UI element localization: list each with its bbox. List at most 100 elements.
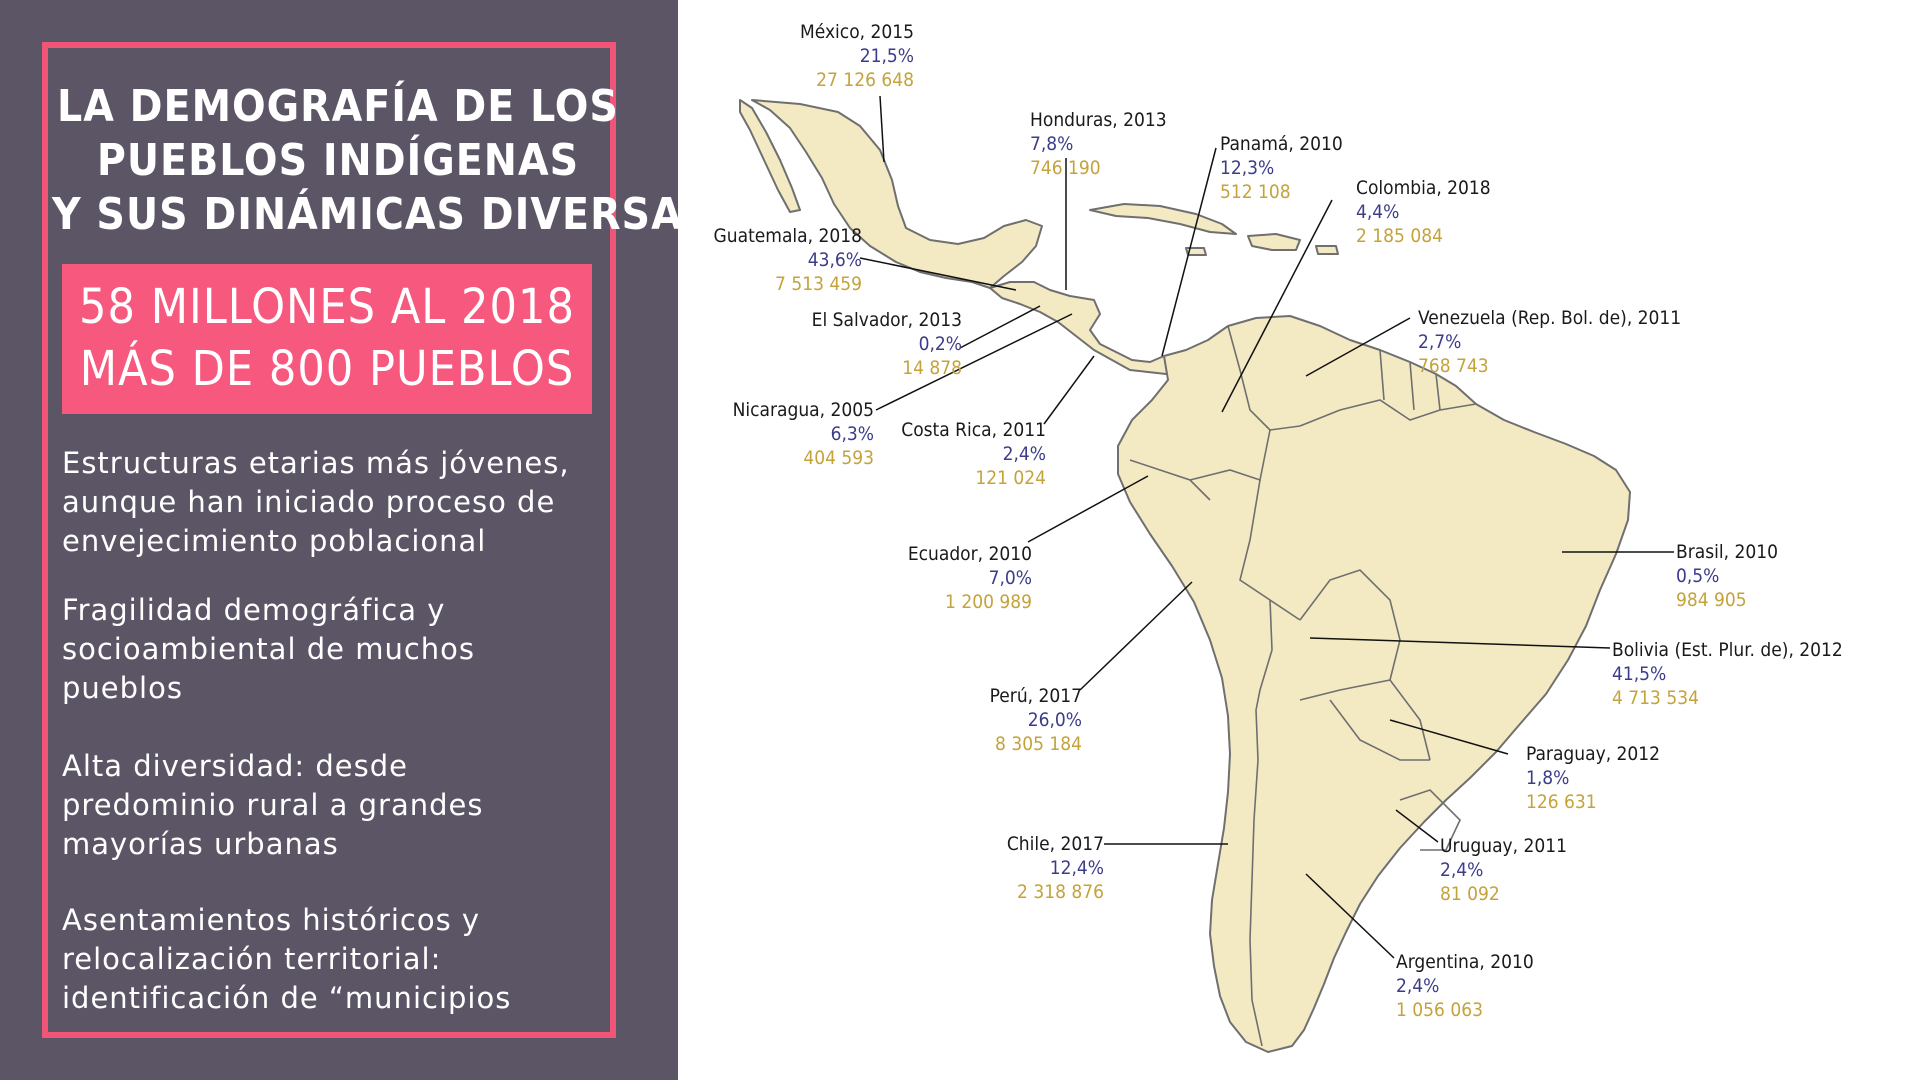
border-colombia-venezuela [1227, 325, 1301, 431]
bullet-line: mayorías urbanas [62, 827, 339, 861]
country-percent: 4,4% [1356, 201, 1400, 223]
bullet-line: envejecimiento poblacional [62, 524, 487, 558]
label-argentina: Argentina, 2010 2,4% 1 056 063 [1396, 950, 1534, 1022]
hispaniola-shape [1247, 233, 1301, 251]
border-peru-brazil [1239, 479, 1301, 621]
country-percent: 2,4% [1396, 975, 1440, 997]
border-uruguay [1399, 789, 1461, 851]
leader-ecuador [1027, 475, 1149, 543]
country-percent: 0,5% [1676, 565, 1720, 587]
country-percent: 21,5% [859, 45, 914, 67]
country-percent: 1,8% [1526, 767, 1570, 789]
country-percent: 6,3% [830, 423, 874, 445]
country-percent: 12,3% [1220, 157, 1275, 179]
label-costa-rica: Costa Rica, 2011 2,4% 121 024 [880, 418, 1046, 490]
border-paraguay-brazil [1389, 679, 1431, 761]
border-argentina-paraguay [1329, 699, 1430, 761]
bullet-line: Fragilidad demográfica y [62, 593, 446, 627]
country-population: 7 513 459 [775, 273, 862, 295]
border-ecuador-peru [1129, 459, 1211, 501]
leader-argentina [1305, 873, 1395, 959]
baja-california-shape [739, 99, 801, 213]
latin-america-map [739, 95, 1674, 1053]
bullet-fragility: Fragilidad demográfica y socioambiental … [62, 591, 622, 708]
country-population: 404 593 [803, 447, 874, 469]
country-name: Costa Rica, 2011 [901, 419, 1046, 441]
page-title: LA DEMOGRAFÍA DE LOS PUEBLOS INDÍGENAS Y… [52, 80, 713, 242]
country-name: Bolivia (Est. Plur. de), 2012 [1612, 639, 1843, 661]
bullet-line: predominio rural a grandes [62, 788, 484, 822]
country-name: Guatemala, 2018 [713, 225, 862, 247]
border-bolivia-brazil [1299, 569, 1401, 681]
leader-peru [1079, 581, 1193, 691]
label-guatemala: Guatemala, 2018 43,6% 7 513 459 [680, 224, 862, 296]
bullet-line: relocalización territorial: [62, 942, 442, 976]
country-name: Paraguay, 2012 [1526, 743, 1661, 765]
bullet-line: Alta diversidad: desde [62, 749, 408, 783]
border-guianas [1379, 349, 1441, 411]
title-line: PUEBLOS INDÍGENAS [96, 135, 580, 186]
country-name: Panamá, 2010 [1220, 133, 1343, 155]
bullet-line: pueblos [62, 671, 183, 705]
leader-guatemala [859, 257, 1017, 291]
country-population: 746 190 [1030, 157, 1101, 179]
border-colombia-peru [1189, 429, 1271, 482]
country-percent: 43,6% [807, 249, 862, 271]
panel-frame [42, 42, 616, 1038]
label-honduras: Honduras, 2013 7,8% 746 190 [1030, 108, 1167, 180]
bullet-diversity: Alta diversidad: desde predominio rural … [62, 747, 622, 864]
title-line: LA DEMOGRAFÍA DE LOS [57, 81, 619, 132]
country-population: 14 878 [902, 357, 962, 379]
country-population: 2 185 084 [1356, 225, 1443, 247]
bullet-settlements: Asentamientos históricos y relocalizació… [62, 901, 622, 1018]
country-population: 1 200 989 [945, 591, 1032, 613]
country-name: El Salvador, 2013 [811, 309, 962, 331]
country-population: 1 056 063 [1396, 999, 1483, 1021]
bullet-line: aunque han iniciado proceso de [62, 485, 556, 519]
country-percent: 0,2% [918, 333, 962, 355]
country-population: 126 631 [1526, 791, 1597, 813]
country-name: Ecuador, 2010 [907, 543, 1032, 565]
bullet-line: identificación de “municipios [62, 981, 512, 1015]
label-colombia: Colombia, 2018 4,4% 2 185 084 [1356, 176, 1491, 248]
jamaica-shape [1185, 247, 1207, 256]
leader-venezuela [1305, 317, 1411, 377]
country-percent: 2,4% [1440, 859, 1484, 881]
title-line: Y SUS DINÁMICAS DIVERSAS [52, 189, 713, 240]
leader-mexico [879, 95, 885, 163]
country-percent: 41,5% [1612, 663, 1667, 685]
country-percent: 7,8% [1030, 133, 1074, 155]
bullet-line: Asentamientos históricos y [62, 903, 481, 937]
border-peru-bolivia [1255, 599, 1273, 711]
label-uruguay: Uruguay, 2011 2,4% 81 092 [1440, 834, 1567, 906]
country-name: Perú, 2017 [989, 685, 1082, 707]
label-mexico: México, 2015 21,5% 27 126 648 [756, 20, 914, 92]
country-percent: 2,4% [1002, 443, 1046, 465]
country-population: 512 108 [1220, 181, 1291, 203]
info-panel [0, 0, 678, 1080]
bullet-line: Estructuras etarias más jóvenes, [62, 446, 570, 480]
label-bolivia: Bolivia (Est. Plur. de), 2012 41,5% 4 71… [1612, 638, 1843, 710]
label-venezuela: Venezuela (Rep. Bol. de), 2011 2,7% 768 … [1418, 306, 1681, 378]
label-brasil: Brasil, 2010 0,5% 984 905 [1676, 540, 1778, 612]
bullet-age-structure: Estructuras etarias más jóvenes, aunque … [62, 444, 622, 561]
border-bolivia-paraguay [1299, 679, 1391, 701]
leader-costa-rica [1043, 355, 1095, 425]
country-name: Colombia, 2018 [1356, 177, 1491, 199]
label-nicaragua: Nicaragua, 2005 6,3% 404 593 [680, 398, 874, 470]
label-ecuador: Ecuador, 2010 7,0% 1 200 989 [880, 542, 1032, 614]
leader-colombia [1221, 199, 1333, 413]
leader-el-salvador [959, 305, 1041, 349]
country-name: Venezuela (Rep. Bol. de), 2011 [1418, 307, 1682, 329]
highlight-box: 58 MILLONES AL 2018 MÁS DE 800 PUEBLOS [62, 264, 592, 414]
country-percent: 26,0% [1027, 709, 1082, 731]
country-percent: 7,0% [988, 567, 1032, 589]
country-percent: 12,4% [1049, 857, 1104, 879]
label-paraguay: Paraguay, 2012 1,8% 126 631 [1526, 742, 1660, 814]
country-population: 984 905 [1676, 589, 1747, 611]
country-name: Argentina, 2010 [1396, 951, 1534, 973]
country-population: 768 743 [1418, 355, 1489, 377]
country-name: México, 2015 [800, 21, 914, 43]
leader-panama [1161, 147, 1217, 357]
country-name: Honduras, 2013 [1030, 109, 1167, 131]
